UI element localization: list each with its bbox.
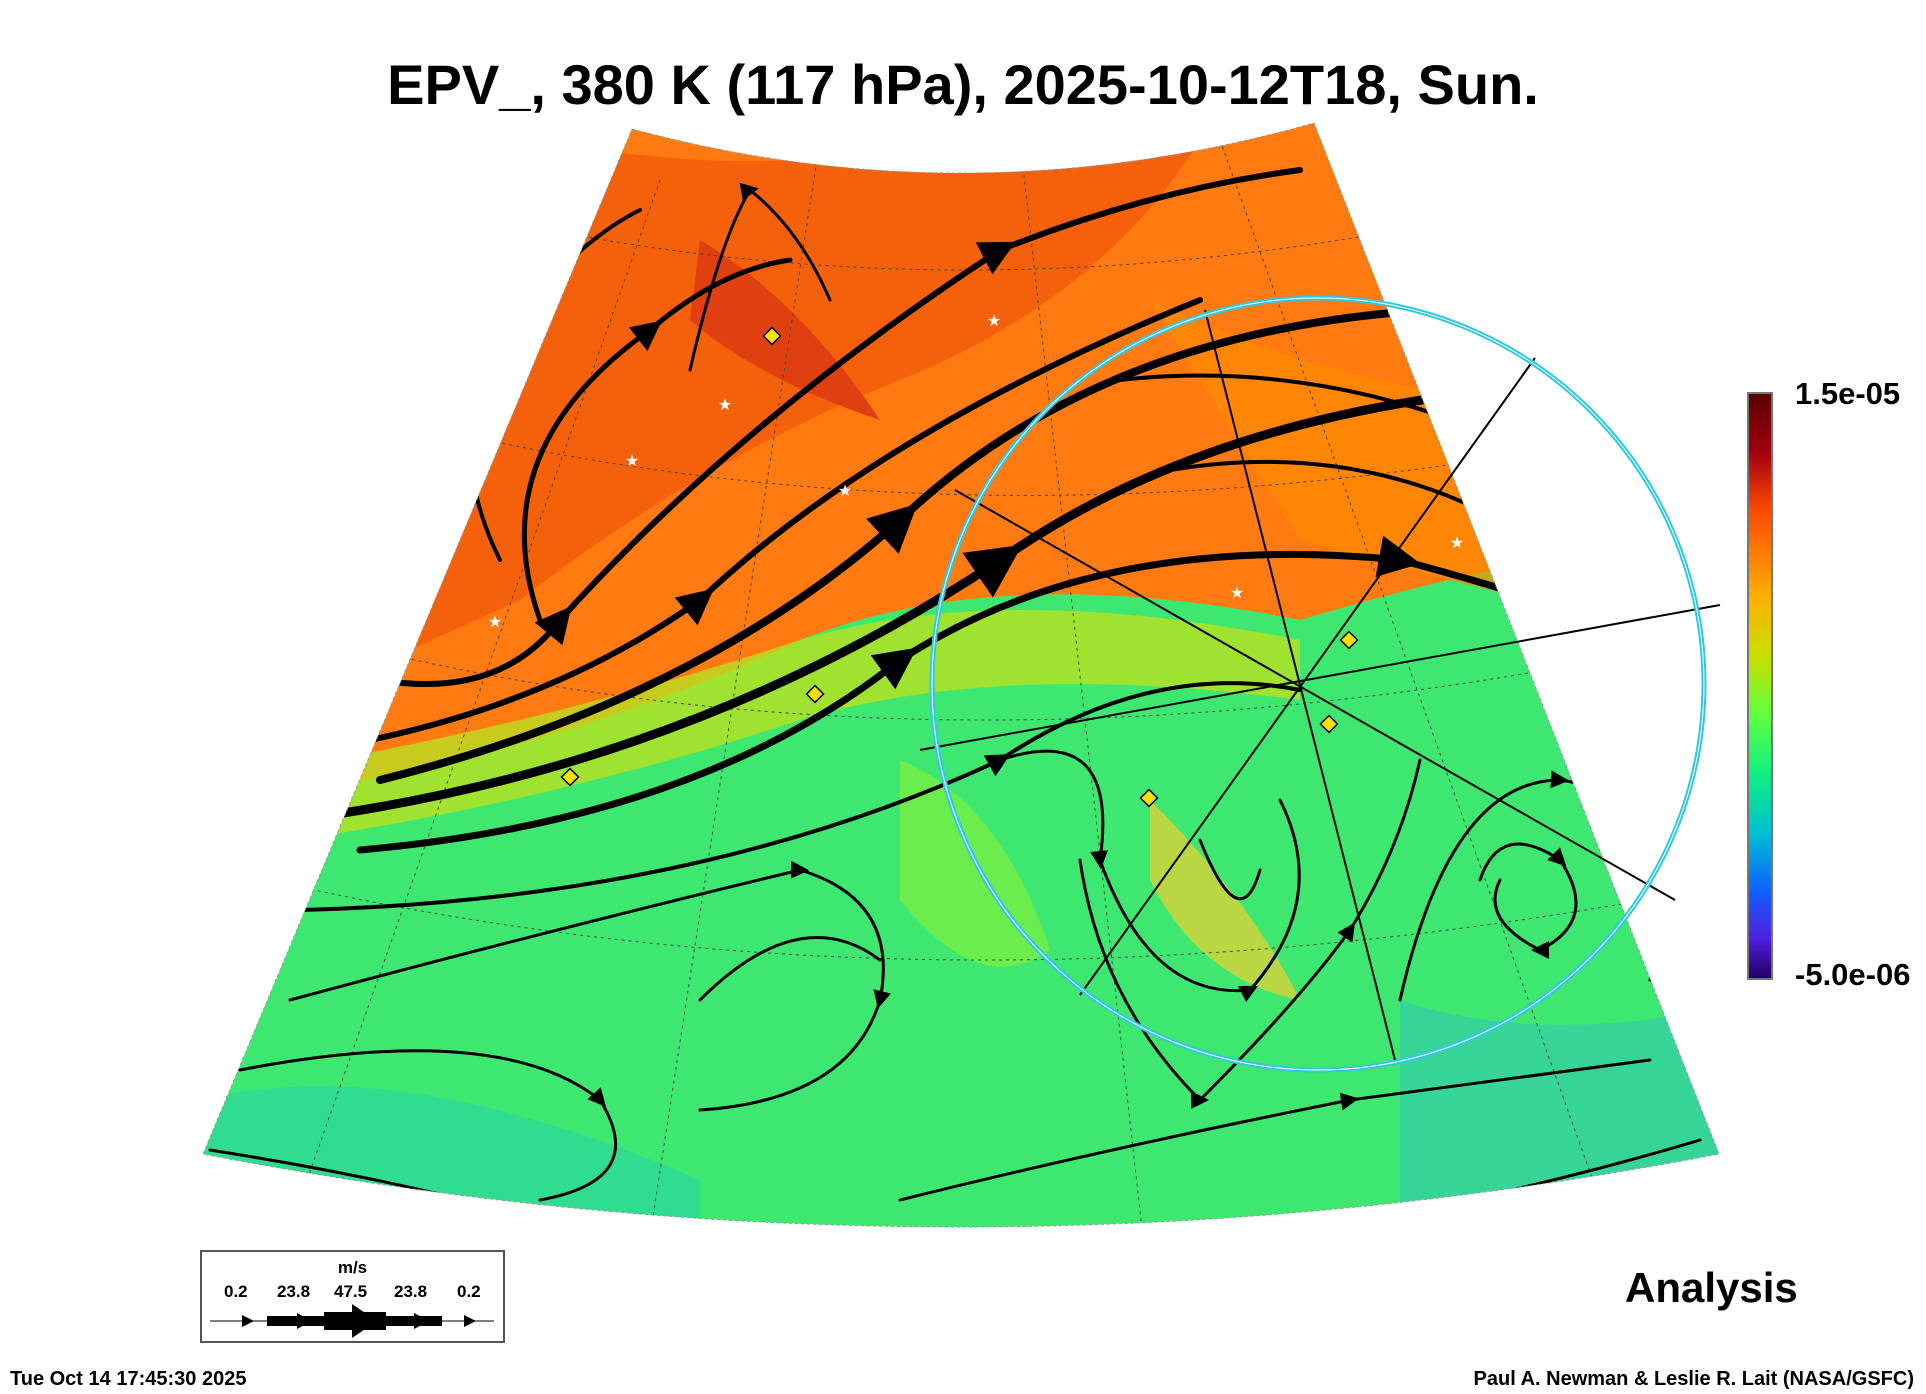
svg-text:★: ★	[987, 313, 1001, 330]
legend-unit: m/s	[337, 1258, 368, 1277]
legend-value: 0.2	[457, 1282, 481, 1301]
colorbar	[1747, 392, 1773, 980]
footer-credit: Paul A. Newman & Leslie R. Lait (NASA/GS…	[1473, 1368, 1914, 1390]
plot-title: EPV_, 380 K (117 hPa), 2025-10-12T18, Su…	[387, 53, 1539, 116]
svg-text:★: ★	[488, 614, 502, 631]
svg-text:★: ★	[625, 453, 639, 470]
epv-field: ★ ★ ★ ★ ★ ★ ★	[203, 123, 1719, 1227]
legend-value: 0.2	[224, 1282, 248, 1301]
cross-section-overlay	[919, 309, 1721, 1061]
svg-text:★: ★	[1450, 535, 1464, 552]
wind-speed-legend: m/s 0.2 23.8 47.5 23.8 0.2	[200, 1250, 505, 1343]
svg-text:★: ★	[838, 483, 852, 500]
footer-timestamp: Tue Oct 14 17:45:30 2025	[10, 1368, 247, 1390]
colorbar-min-label: -5.0e-06	[1795, 957, 1911, 992]
legend-value: 23.8	[394, 1282, 428, 1301]
legend-arrow-icon	[210, 1304, 494, 1338]
colorbar-max-label: 1.5e-05	[1795, 376, 1901, 411]
legend-value: 23.8	[277, 1282, 311, 1301]
legend-value: 47.5	[334, 1282, 368, 1301]
svg-text:★: ★	[1230, 585, 1244, 602]
product-label: Analysis	[1625, 1264, 1798, 1311]
svg-text:★: ★	[718, 397, 732, 414]
